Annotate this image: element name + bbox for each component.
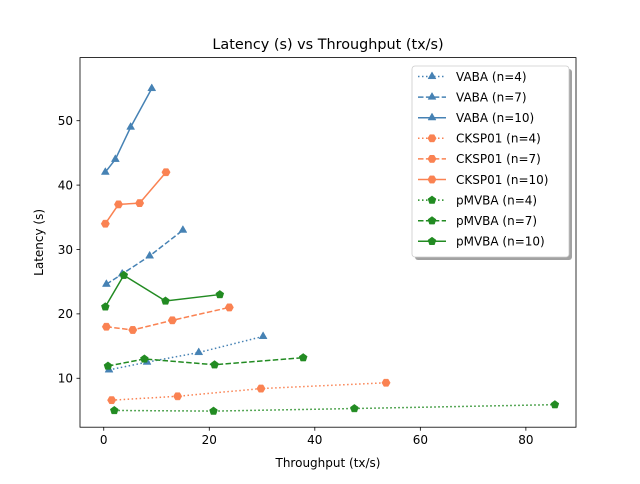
data-point [298,353,308,362]
data-point [110,154,120,162]
series-2 [100,83,157,175]
legend: VABA (n=4) VABA (n=7) VABA (n=10) CKSP01 (n… [411,65,572,260]
data-point [135,199,145,208]
series-line [106,306,230,331]
data-point [101,302,110,311]
x-tick-label: 0 [100,433,108,447]
legend-label: VABA (n=10) [456,111,534,125]
y-tick-label: 50 [58,114,73,128]
data-point [100,219,110,228]
plot-frame [79,57,577,428]
y-tick-label: 30 [58,243,73,257]
data-point [161,168,171,177]
data-point [215,290,225,299]
data-point [550,400,560,409]
data-point [210,360,219,369]
x-tick-label: 40 [307,433,322,447]
y-tick-label: 20 [58,307,73,321]
series-7 [103,353,308,370]
legend-marker [427,216,437,225]
data-point [101,322,111,331]
legend-entry: pMVBA (n=7) [418,214,537,228]
data-point [140,354,149,363]
data-point [256,384,266,393]
series-5 [100,168,171,228]
series-line [111,382,387,401]
data-point [119,270,129,279]
x-axis-label: Throughput (tx/s) [275,456,381,470]
data-point [258,331,268,339]
legend-marker [427,195,437,204]
data-point [194,347,204,356]
legend-label: CKSP01 (n=10) [456,173,548,187]
legend-entry: CKSP01 (n=4) [418,132,541,146]
data-point [128,326,138,334]
series-3 [107,378,391,405]
data-point [173,392,183,401]
y-tick-label: 10 [58,372,73,386]
x-tick-label: 60 [413,433,428,447]
series-line [114,403,555,412]
data-point [350,404,359,413]
axis-ticks: 0 20 40 60 80 10 20 30 40 50 [58,114,534,447]
data-point [101,279,111,287]
legend-box [411,65,570,258]
series-6 [110,400,560,415]
data-point [126,122,136,130]
legend-entry: VABA (n=4) [418,70,527,84]
legend-marker [427,112,437,121]
series-line [104,88,153,173]
data-point [145,250,155,259]
legend-entry: pMVBA (n=4) [418,193,537,207]
x-tick-label: 20 [202,433,217,447]
series-layer [100,83,560,415]
legend-marker [427,236,437,245]
legend-label: CKSP01 (n=4) [456,132,541,146]
series-line [108,335,264,371]
legend-entry: CKSP01 (n=7) [418,152,541,166]
legend-marker [427,155,437,163]
legend-marker [427,175,437,184]
y-tick-label: 40 [58,178,73,192]
series-1 [101,225,188,287]
data-point [224,303,234,312]
data-point [209,406,218,415]
series-line [104,274,220,308]
y-axis-label: Latency (s) [32,209,46,276]
legend-label: pMVBA (n=7) [456,214,537,228]
data-point [114,200,124,209]
data-point [178,225,188,233]
series-line [104,171,167,225]
legend-entry: pMVBA (n=10) [418,235,545,249]
series-line [107,356,304,367]
series-8 [101,270,225,311]
legend-label: VABA (n=7) [456,90,527,104]
series-4 [101,303,234,334]
legend-label: pMVBA (n=10) [456,235,545,249]
legend-marker [427,91,437,100]
x-tick-label: 80 [518,433,533,447]
data-point [103,361,113,370]
legend-entry: VABA (n=7) [418,90,527,104]
legend-entry: CKSP01 (n=10) [418,173,548,187]
legend-label: VABA (n=4) [456,70,527,84]
chart-title: Latency (s) vs Throughput (tx/s) [212,37,443,53]
data-point [161,296,170,305]
legend-marker [427,134,437,143]
series-line [105,229,184,285]
legend-marker [427,71,437,80]
legend-entry: VABA (n=10) [418,111,534,125]
legend-label: CKSP01 (n=7) [456,152,541,166]
data-point [167,316,177,325]
data-point [107,396,117,405]
data-point [147,83,157,92]
data-point [110,405,119,415]
data-point [381,378,391,387]
legend-label: pMVBA (n=4) [456,193,537,207]
data-point [100,167,110,175]
